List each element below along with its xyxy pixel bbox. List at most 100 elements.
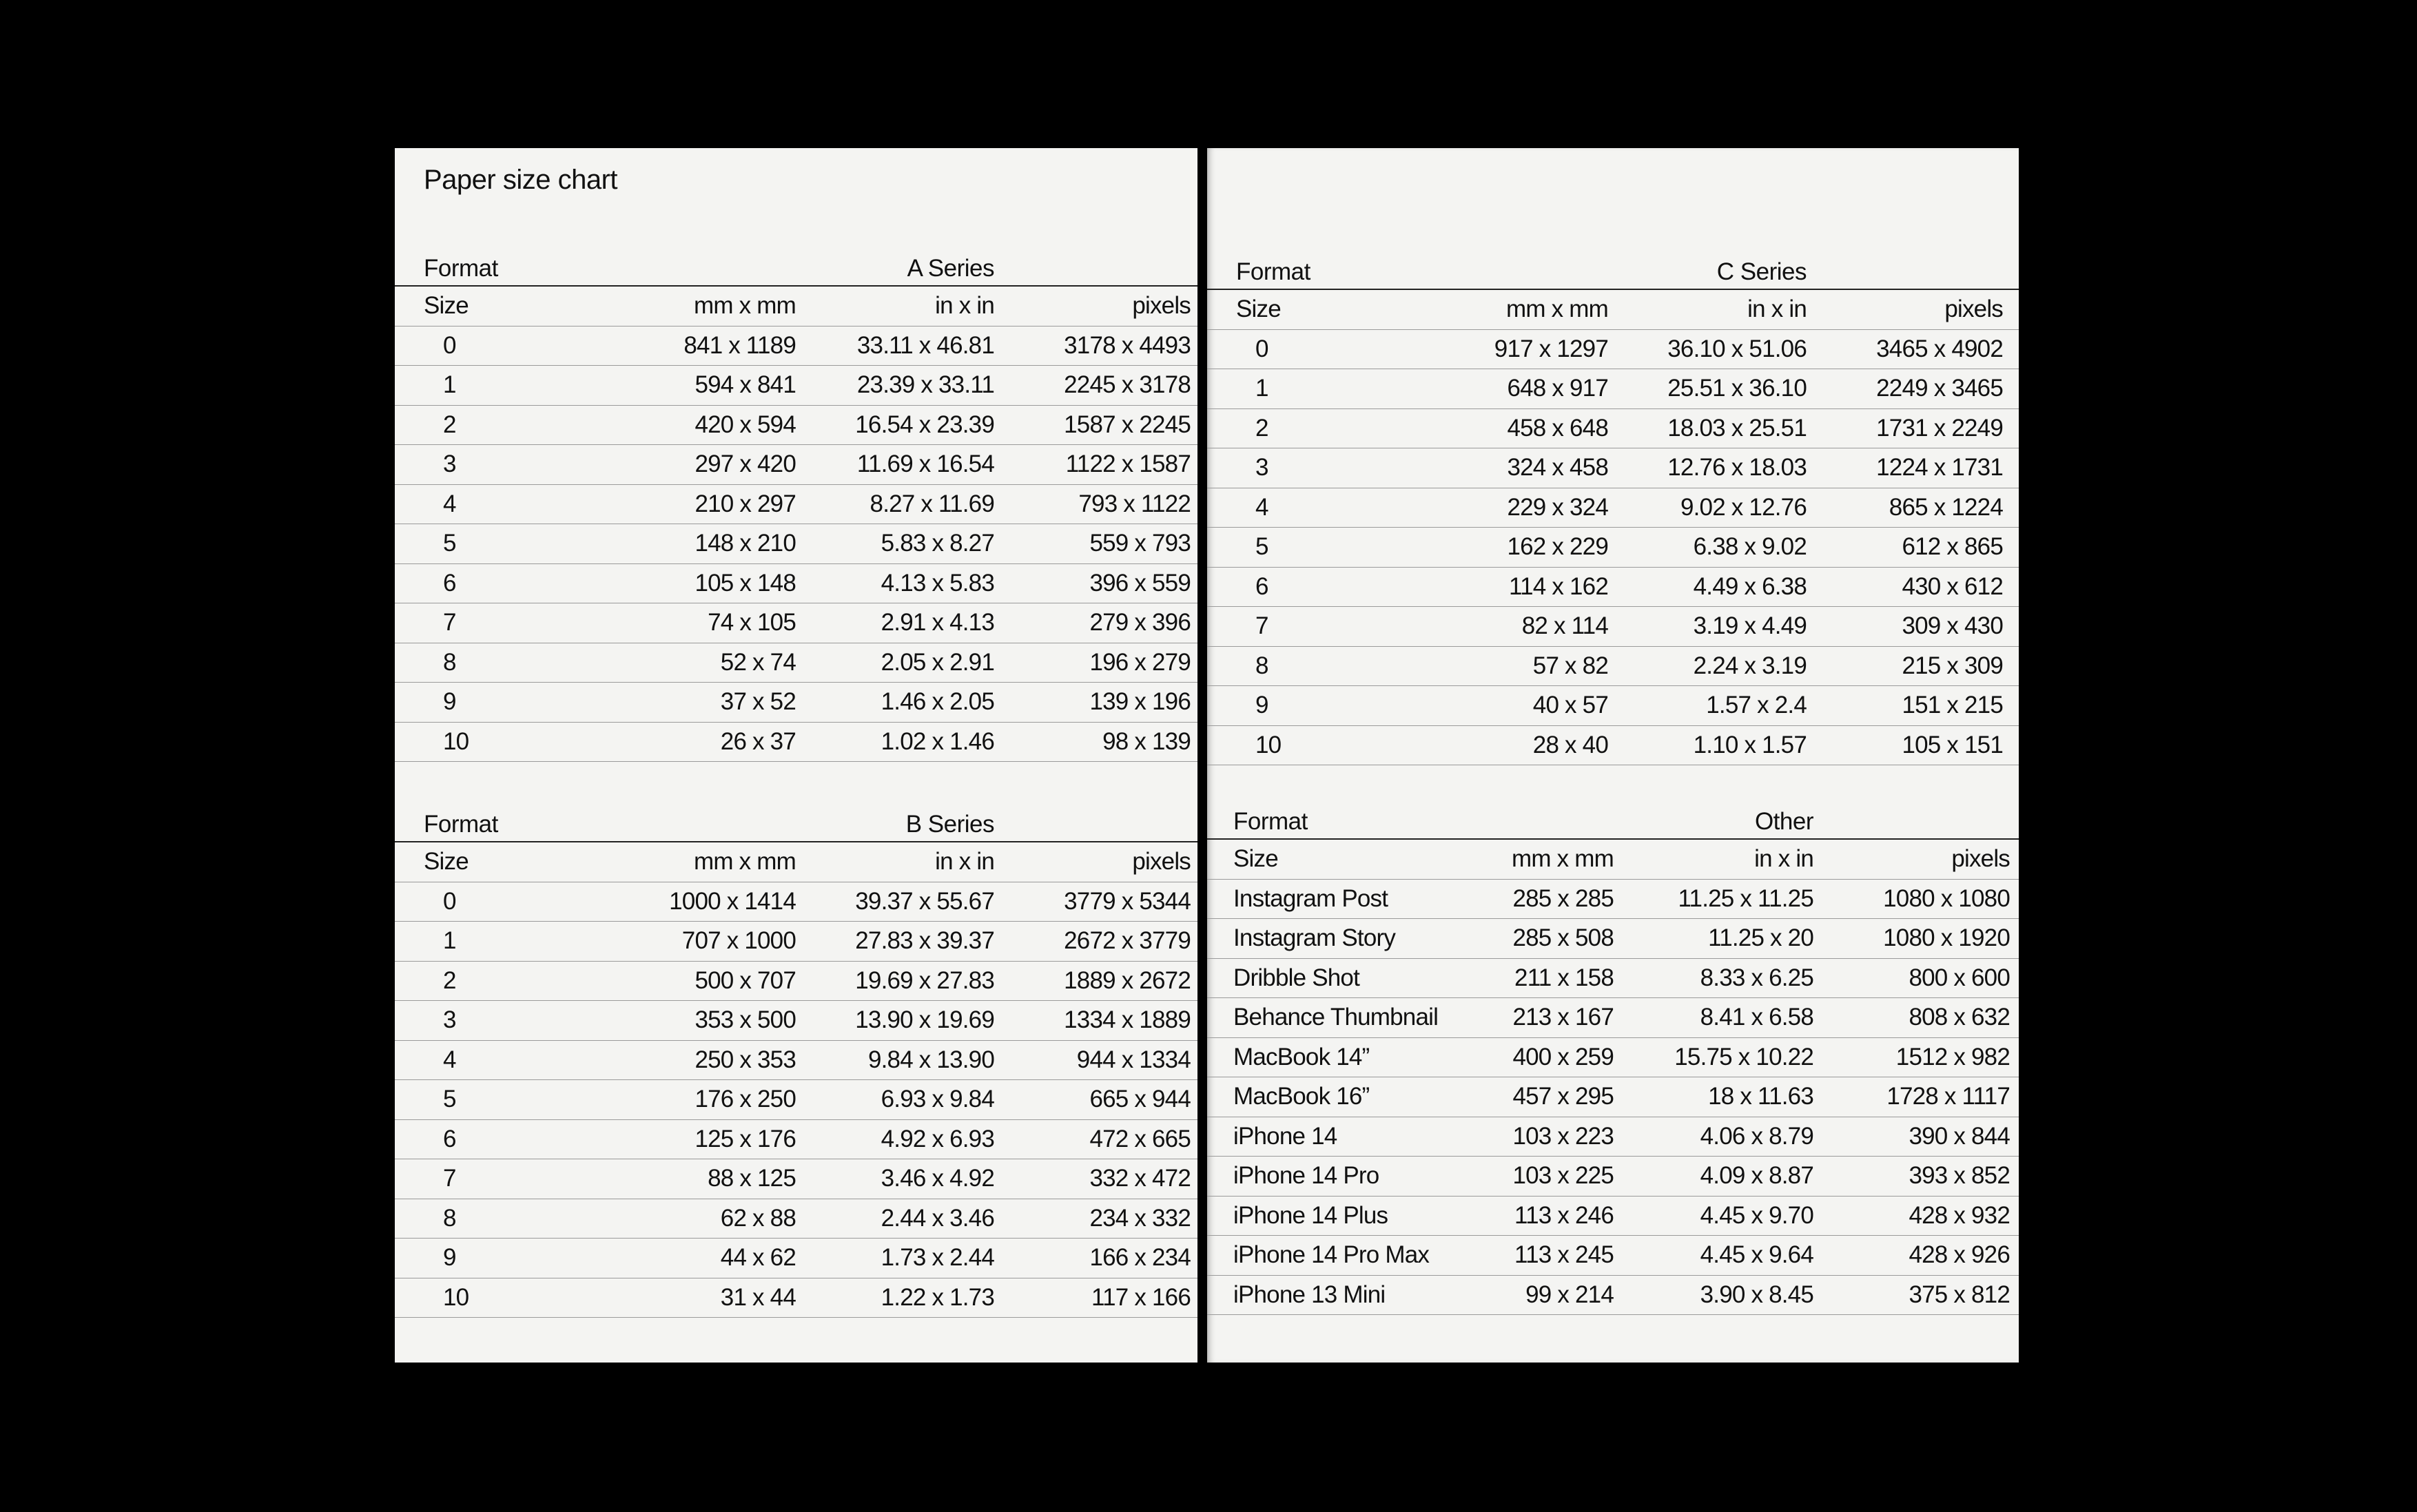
inch-cell: 4.45 x 9.64: [1700, 1241, 1814, 1269]
inch-cell: 3.90 x 8.45: [1700, 1281, 1814, 1308]
table-row: 3 353 x 500 13.90 x 19.69 1334 x 1889: [395, 1001, 1197, 1041]
column-header-row: Size mm x mm in x in pixels: [395, 287, 1197, 327]
other-sizes-table: Format Other Size mm x mm in x in pixels Insta…: [1207, 801, 2019, 1315]
pixels-cell: 309 x 430: [1902, 612, 2003, 640]
table-row: 0 841 x 1189 33.11 x 46.81 3178 x 4493: [395, 327, 1197, 366]
mm-cell: 229 x 324: [1507, 493, 1608, 521]
size-cell: 2: [443, 411, 456, 438]
inch-cell: 18.03 x 25.51: [1667, 414, 1807, 442]
inch-cell: 27.83 x 39.37: [855, 927, 995, 955]
mm-cell: 285 x 508: [1512, 924, 1614, 952]
size-cell: 1: [443, 371, 456, 399]
size-cell: 0: [1255, 335, 1268, 362]
inch-cell: 3.19 x 4.49: [1693, 612, 1807, 640]
inch-cell: 15.75 x 10.22: [1674, 1043, 1814, 1070]
a-series-table: Format A Series Size mm x mm in x in pixels 0 8…: [395, 248, 1197, 762]
pixels-cell: 396 x 559: [1089, 569, 1191, 597]
format-label: Format: [1236, 258, 1310, 285]
mm-cell: 594 x 841: [695, 371, 796, 399]
format-header-row: Format C Series: [1207, 251, 2019, 290]
inch-cell: 11.25 x 11.25: [1678, 884, 1813, 912]
size-cell: 3: [443, 1006, 456, 1034]
pixels-cell: 472 x 665: [1089, 1125, 1191, 1152]
column-header: pixels: [1132, 292, 1191, 320]
format-label: Format: [1233, 808, 1308, 835]
column-header: mm x mm: [694, 848, 796, 876]
table-row: 2 420 x 594 16.54 x 23.39 1587 x 2245: [395, 406, 1197, 445]
table-row: 4 250 x 353 9.84 x 13.90 944 x 1334: [395, 1041, 1197, 1080]
size-cell: 6: [1255, 572, 1268, 600]
mm-cell: 400 x 259: [1512, 1043, 1614, 1070]
mm-cell: 841 x 1189: [683, 331, 796, 359]
size-cell: 7: [1255, 612, 1268, 640]
format-header-row: Format B Series: [395, 804, 1197, 842]
inch-cell: 1.57 x 2.4: [1706, 692, 1807, 719]
inch-cell: 36.10 x 51.06: [1667, 335, 1807, 362]
pixels-cell: 428 x 926: [1909, 1241, 2010, 1269]
table-row: iPhone 14 Pro 103 x 225 4.09 x 8.87 393 x 8…: [1207, 1157, 2019, 1197]
mm-cell: 40 x 57: [1532, 692, 1609, 719]
pixels-cell: 1080 x 1920: [1883, 924, 2010, 952]
table-row: Dribble Shot 211 x 158 8.33 x 6.25 800 x 60…: [1207, 959, 2019, 998]
mm-cell: 213 x 167: [1512, 1004, 1614, 1031]
pixels-cell: 1122 x 1587: [1065, 451, 1191, 478]
inch-cell: 4.06 x 8.79: [1700, 1122, 1814, 1150]
size-cell: MacBook 16”: [1233, 1083, 1370, 1110]
inch-cell: 1.46 x 2.05: [881, 688, 995, 716]
table-row: Instagram Story 285 x 508 11.25 x 20 1080 x…: [1207, 919, 2019, 959]
inch-cell: 4.13 x 5.83: [881, 569, 995, 597]
table-row: iPhone 14 Plus 113 x 246 4.45 x 9.70 428 x …: [1207, 1197, 2019, 1236]
pixels-cell: 234 x 332: [1089, 1204, 1191, 1232]
pixels-cell: 98 x 139: [1102, 727, 1191, 755]
size-cell: 7: [443, 609, 456, 636]
c-series-table: Format C Series Size mm x mm in x in pixels 0 9…: [1207, 251, 2019, 765]
table-row: 10 26 x 37 1.02 x 1.46 98 x 139: [395, 723, 1197, 762]
table-row: 5 162 x 229 6.38 x 9.02 612 x 865: [1207, 528, 2019, 568]
inch-cell: 8.27 x 11.69: [870, 490, 995, 517]
series-title: A Series: [907, 255, 995, 282]
mm-cell: 114 x 162: [1509, 572, 1609, 600]
pixels-cell: 2672 x 3779: [1064, 927, 1191, 955]
mm-cell: 44 x 62: [720, 1244, 796, 1272]
inch-cell: 2.91 x 4.13: [881, 609, 995, 636]
table-row: 9 37 x 52 1.46 x 2.05 139 x 196: [395, 683, 1197, 723]
pixels-cell: 3465 x 4902: [1876, 335, 2004, 362]
size-cell: Instagram Story: [1233, 924, 1396, 952]
column-header: mm x mm: [1506, 296, 1609, 323]
mm-cell: 82 x 114: [1521, 612, 1609, 640]
mm-cell: 210 x 297: [695, 490, 796, 517]
size-cell: 4: [1255, 493, 1268, 521]
format-header-row: Format Other: [1207, 801, 2019, 840]
column-header: Size: [1236, 296, 1282, 323]
size-cell: 10: [1255, 731, 1282, 758]
mm-cell: 648 x 917: [1507, 375, 1608, 402]
mm-cell: 28 x 40: [1532, 731, 1609, 758]
table-row: 3 297 x 420 11.69 x 16.54 1122 x 1587: [395, 445, 1197, 485]
mm-cell: 113 x 246: [1514, 1201, 1614, 1229]
column-header-row: Size mm x mm in x in pixels: [395, 842, 1197, 882]
inch-cell: 4.45 x 9.70: [1700, 1201, 1814, 1229]
table-row: 1 707 x 1000 27.83 x 39.37 2672 x 3779: [395, 922, 1197, 962]
mm-cell: 458 x 648: [1507, 414, 1608, 442]
pixels-cell: 1731 x 2249: [1876, 414, 2004, 442]
column-header: Size: [424, 848, 469, 876]
mm-cell: 353 x 500: [695, 1006, 796, 1034]
pixels-cell: 1512 x 982: [1895, 1043, 2010, 1070]
mm-cell: 285 x 285: [1512, 884, 1614, 912]
column-header-row: Size mm x mm in x in pixels: [1207, 840, 2019, 880]
table-row: 7 82 x 114 3.19 x 4.49 309 x 430: [1207, 607, 2019, 647]
b-series-table: Format B Series Size mm x mm in x in pixels 0 1…: [395, 804, 1197, 1318]
mm-cell: 148 x 210: [695, 530, 796, 557]
table-row: 6 114 x 162 4.49 x 6.38 430 x 612: [1207, 568, 2019, 607]
table-row: 3 324 x 458 12.76 x 18.03 1224 x 1731: [1207, 448, 2019, 488]
mm-cell: 113 x 245: [1514, 1241, 1614, 1269]
column-header: mm x mm: [1512, 845, 1614, 873]
pixels-cell: 1334 x 1889: [1064, 1006, 1191, 1034]
size-cell: 9: [443, 688, 456, 716]
table-row: iPhone 13 Mini 99 x 214 3.90 x 8.45 375 x 8…: [1207, 1276, 2019, 1315]
inch-cell: 16.54 x 23.39: [855, 411, 995, 438]
pixels-cell: 430 x 612: [1902, 572, 2003, 600]
inch-cell: 2.44 x 3.46: [881, 1204, 995, 1232]
pixels-cell: 390 x 844: [1909, 1122, 2010, 1150]
table-row: iPhone 14 103 x 223 4.06 x 8.79 390 x 844: [1207, 1117, 2019, 1157]
